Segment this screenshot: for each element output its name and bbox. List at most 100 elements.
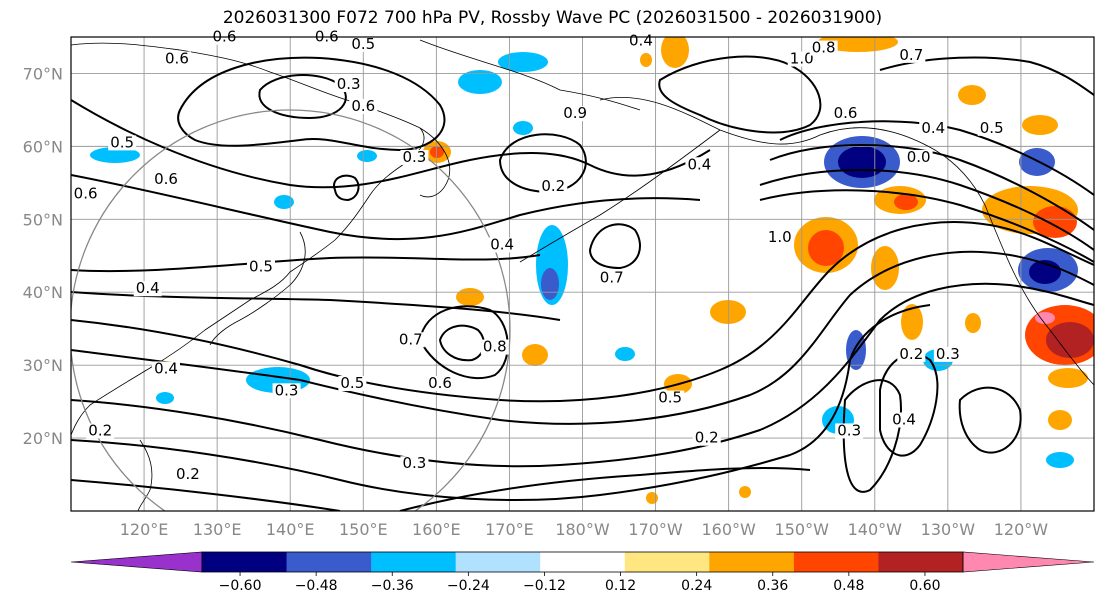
positive-anomaly-patch xyxy=(456,288,484,306)
contour-label-bg xyxy=(787,51,816,67)
colorbar-tick-label: −0.48 xyxy=(295,578,338,594)
positive-anomaly-patch xyxy=(661,37,689,68)
contour-label-bg xyxy=(338,376,367,392)
contour-label: 0.6 xyxy=(71,184,100,202)
contour-label-bg xyxy=(151,171,180,187)
contour-label: 0.9 xyxy=(561,104,590,122)
contour-label-bg xyxy=(349,36,378,52)
contour-label-text: 1.0 xyxy=(790,50,814,68)
contour-label-text: 0.2 xyxy=(695,429,719,447)
coastline-aleutians xyxy=(519,129,721,263)
contour-label-bg xyxy=(919,120,948,136)
contour-label-text: 0.6 xyxy=(428,374,452,392)
positive-anomaly-patch xyxy=(965,313,981,333)
positive-anomaly-patch xyxy=(901,304,923,340)
contour-line xyxy=(71,174,701,241)
contour-label-text: 0.5 xyxy=(340,374,364,392)
pv-contours xyxy=(71,55,1094,511)
negative-anomaly-patch xyxy=(156,392,174,404)
lon-label: 150°E xyxy=(339,520,388,539)
contour-label: 0.8 xyxy=(809,39,838,57)
contour-label-bg xyxy=(86,423,115,439)
positive-anomaly-patch xyxy=(710,300,746,324)
contour-label: 0.3 xyxy=(400,454,429,472)
contour-label-text: 0.2 xyxy=(899,345,923,363)
contour-label: 0.4 xyxy=(890,410,919,428)
contour-label-text: 0.6 xyxy=(834,104,858,122)
colorbar-tick-label: 0.12 xyxy=(605,578,636,594)
positive-anomaly-patch xyxy=(958,85,986,105)
contour-label-text: 0.4 xyxy=(136,279,160,297)
negative-anomaly-patch xyxy=(498,52,548,72)
contour-label-text: 0.4 xyxy=(687,155,711,173)
contour-label-bg xyxy=(765,230,794,246)
lon-label: 120°W xyxy=(994,520,1049,539)
contour-label: 0.2 xyxy=(86,421,115,439)
negative-anomaly-patch xyxy=(615,347,635,361)
contour-label-text: 0.3 xyxy=(403,148,427,166)
contour-label-text: 0.7 xyxy=(600,268,624,286)
contour-line xyxy=(842,379,902,493)
positive-anomaly-patch xyxy=(1048,410,1072,430)
contour-line xyxy=(71,99,711,189)
contour-label: 0.6 xyxy=(426,374,455,392)
lat-label: 60°N xyxy=(23,137,63,156)
colorbar-tick-label: 0.60 xyxy=(909,578,940,594)
contour-label: 0.7 xyxy=(597,268,626,286)
contour-label-bg xyxy=(400,456,429,472)
contour-label-bg xyxy=(488,237,517,253)
lat-label: 50°N xyxy=(23,210,63,229)
colorbar-extend-min xyxy=(70,551,203,573)
lat-label: 20°N xyxy=(23,429,63,448)
contour-label-text: 0.3 xyxy=(837,421,861,439)
contour-label: 0.5 xyxy=(349,35,378,53)
contour-label: 0.2 xyxy=(539,177,568,195)
contour-label-text: 0.7 xyxy=(899,46,923,64)
lat-label: 40°N xyxy=(23,283,63,302)
pv-anomaly-shading xyxy=(90,37,1094,504)
contour-label-bg xyxy=(133,281,162,297)
lon-label: 140°W xyxy=(848,520,903,539)
colorbar: −0.60 −0.48 −0.36 −0.24 −0.12 0.12 0.24 0.36 0.4… xyxy=(70,551,1095,594)
contour-label-text: 0.7 xyxy=(399,330,423,348)
contour-label: 0.5 xyxy=(246,257,275,275)
contour-line xyxy=(779,120,1094,196)
contour-label-text: 0.8 xyxy=(483,338,507,356)
contour-label-text: 0.3 xyxy=(403,454,427,472)
negative-anomaly-patch xyxy=(1019,148,1055,176)
contour-label-text: 0.4 xyxy=(921,119,945,137)
contour-line xyxy=(71,254,541,273)
contour-label-bg xyxy=(173,467,202,483)
contour-line xyxy=(71,304,931,501)
contour-label-text: 0.2 xyxy=(176,465,200,483)
contour-label: 0.5 xyxy=(656,389,685,407)
negative-anomaly-patch xyxy=(513,121,533,135)
contour-label: 0.3 xyxy=(272,381,301,399)
contour-label-text: 0.3 xyxy=(936,345,960,363)
contour-label-bg xyxy=(685,157,714,173)
negative-anomaly-patch xyxy=(274,195,294,209)
contour-label-text: 0.3 xyxy=(275,381,299,399)
positive-anomaly-patch xyxy=(1046,322,1094,358)
contour-line xyxy=(769,144,1094,231)
contour-label-bg xyxy=(426,376,455,392)
colorbar-segment xyxy=(371,552,457,572)
contour-label: 0.8 xyxy=(480,338,509,356)
colorbar-tick-label: 0.24 xyxy=(681,578,712,594)
contour-label: 0.3 xyxy=(835,421,864,439)
contour-label-bg xyxy=(890,412,919,428)
contour-label-text: 0.4 xyxy=(892,410,916,428)
colorbar-tick-label: −0.12 xyxy=(523,578,566,594)
contour-label-text: 0.2 xyxy=(541,177,565,195)
contour-line xyxy=(71,479,341,511)
map-frame xyxy=(70,36,1095,512)
lon-label: 170°E xyxy=(485,520,534,539)
coastline-alaska xyxy=(599,96,1094,386)
contour-label: 0.7 xyxy=(897,46,926,64)
colorbar-outline xyxy=(201,551,964,573)
colorbar-tick-label: −0.36 xyxy=(371,578,414,594)
contour-label-bg xyxy=(656,390,685,406)
contour-label: 0.5 xyxy=(338,374,367,392)
colorbar-tick-label: −0.60 xyxy=(219,578,262,594)
contour-label-text: 0.8 xyxy=(812,39,836,57)
